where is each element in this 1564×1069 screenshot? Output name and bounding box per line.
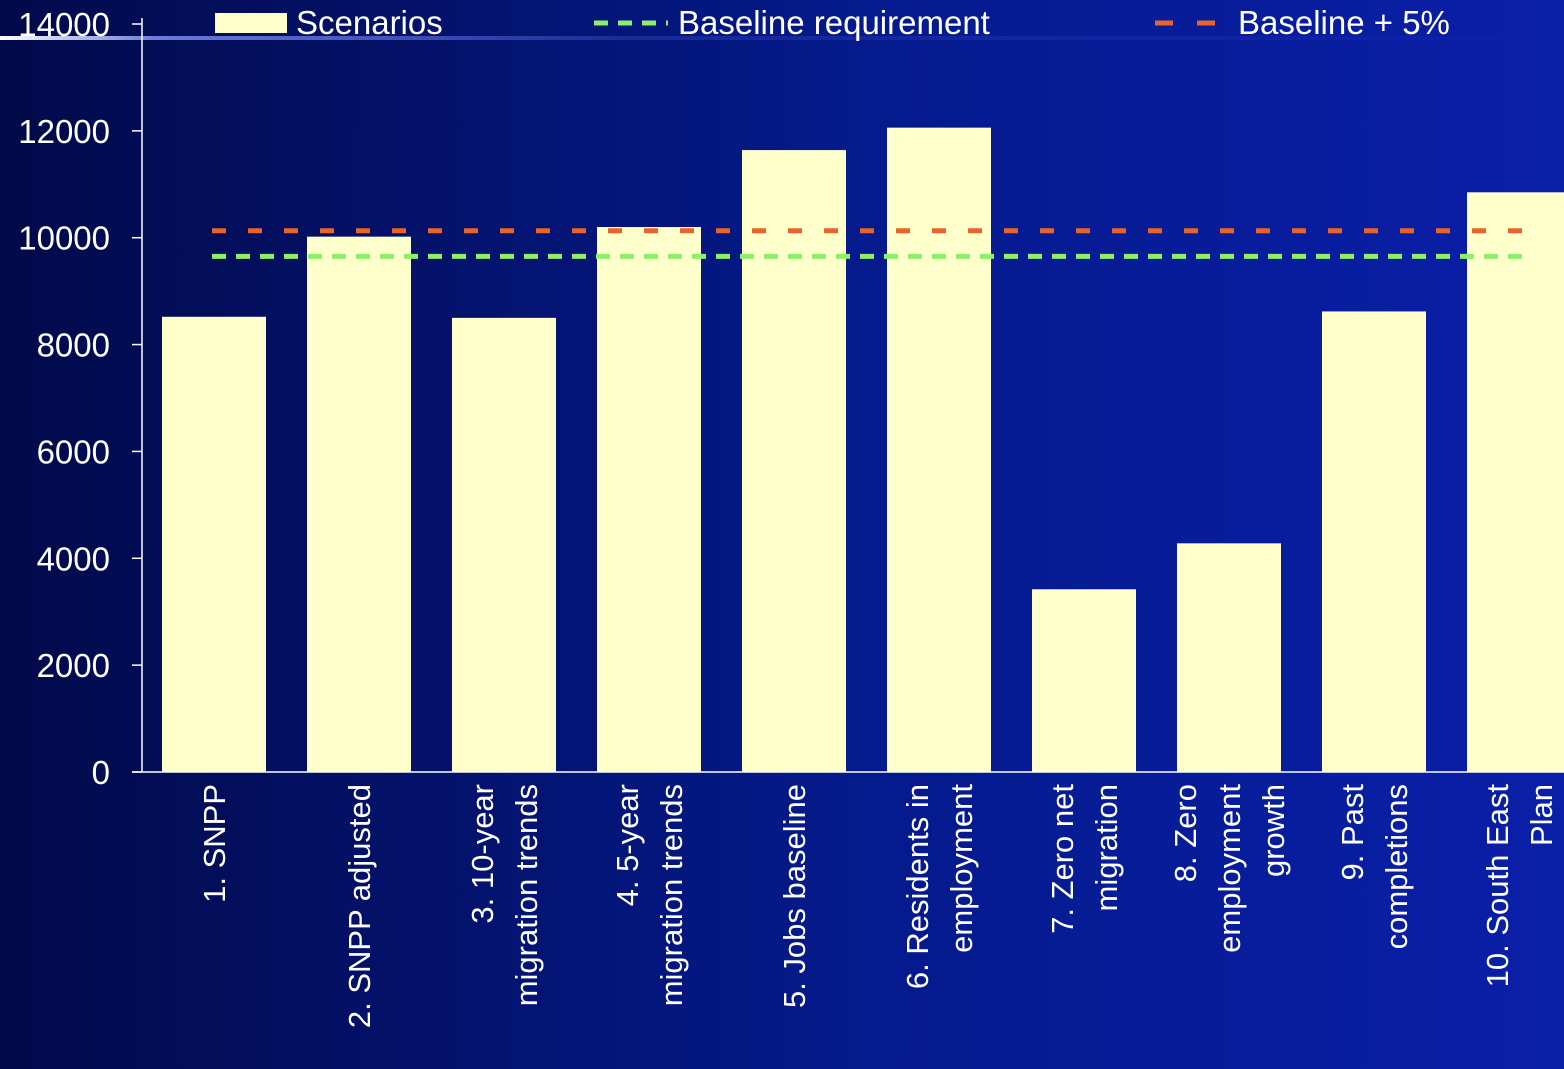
x-tick-label-line: growth — [1256, 784, 1291, 877]
y-tick-label: 10000 — [18, 220, 110, 257]
x-tick-label-line: 1. SNPP — [197, 784, 232, 903]
legend-label-baseline: Baseline requirement — [678, 4, 990, 41]
y-tick-label: 8000 — [37, 327, 110, 364]
x-tick-label-line: employment — [944, 784, 979, 953]
bar — [1322, 311, 1426, 772]
x-tick-label-line: migration trends — [654, 784, 689, 1006]
x-tick-label-line: 2. SNPP adjusted — [342, 784, 377, 1028]
x-tick-label: 4. 5-year migration trends — [610, 784, 689, 1006]
x-tick-label-line: 9. Past — [1335, 784, 1370, 881]
bar — [1177, 543, 1281, 772]
x-tick-label-line: 5. Jobs baseline — [777, 784, 812, 1008]
x-tick-label: 10. South East Plan — [1480, 784, 1559, 988]
legend-label-scenarios: Scenarios — [296, 4, 443, 41]
x-tick-label-line: 3. 10-year — [465, 784, 500, 924]
x-tick-label: 3. 10-year migration trends — [465, 784, 544, 1006]
bar — [307, 236, 411, 772]
x-tick-label: 2. SNPP adjusted — [342, 784, 377, 1028]
bar — [887, 127, 991, 772]
x-tick-label: 1. SNPP — [197, 784, 232, 903]
x-tick-label-line: 6. Residents in — [900, 784, 935, 989]
x-tick-label: 7. Zero net migration — [1045, 784, 1124, 934]
bar — [1467, 192, 1564, 773]
x-tick-label-line: completions — [1379, 784, 1414, 949]
x-tick-label-line: 10. South East — [1480, 784, 1515, 988]
bar — [162, 316, 266, 772]
x-tick-label-line: 7. Zero net — [1045, 784, 1080, 934]
bar — [742, 150, 846, 772]
legend-label-baseline-plus: Baseline + 5% — [1238, 4, 1450, 41]
x-tick-label: 8. Zero employment growth — [1168, 784, 1291, 953]
title-rule — [0, 36, 1564, 40]
y-tick-label: 12000 — [18, 113, 110, 150]
x-tick-label: 9. Past completions — [1335, 784, 1414, 950]
bar — [1032, 589, 1136, 772]
bar — [597, 227, 701, 772]
x-tick-label: 6. Residents in employment — [900, 784, 979, 989]
bar — [452, 317, 556, 772]
x-tick-label-line: employment — [1212, 784, 1247, 953]
y-tick-label: 6000 — [37, 433, 110, 470]
x-tick-label-line: 8. Zero — [1168, 784, 1203, 882]
y-tick-label: 14000 — [18, 6, 110, 43]
x-tick-label: 5. Jobs baseline — [777, 784, 812, 1008]
legend-swatch-scenarios — [215, 13, 287, 33]
y-tick-label: 2000 — [37, 647, 110, 684]
x-tick-label-line: 4. 5-year — [610, 784, 645, 906]
y-tick-label: 4000 — [37, 540, 110, 577]
x-tick-label-line: migration trends — [509, 784, 544, 1006]
x-tick-label-line: migration — [1089, 784, 1124, 912]
y-tick-label: 0 — [92, 754, 110, 791]
x-tick-label-line: Plan — [1524, 784, 1559, 846]
